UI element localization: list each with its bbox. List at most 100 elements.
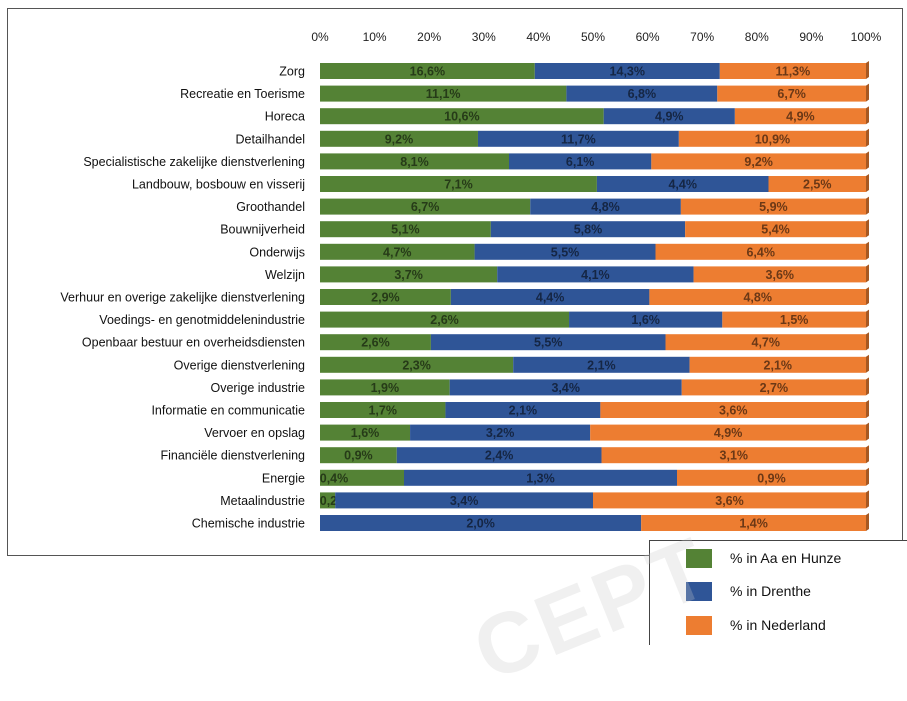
bar-segment (477, 130, 679, 147)
x-tick-label: 100% (851, 30, 882, 44)
data-label: 11,7% (561, 132, 596, 146)
bar-segment (335, 492, 593, 509)
bar-segment (534, 63, 720, 79)
data-label: 5,5% (551, 245, 580, 259)
bar-edge (866, 174, 869, 192)
data-label: 4,7% (383, 245, 412, 259)
data-label: 0,4% (320, 471, 349, 485)
data-label: 4,4% (536, 291, 565, 305)
bar-edge (866, 83, 869, 102)
category-label: Specialistische zakelijke dienstverlenin… (83, 155, 305, 169)
data-label: 0,9% (757, 471, 786, 485)
bar-segment (320, 424, 411, 441)
data-label: 1,6% (631, 313, 660, 327)
bar-segment (320, 289, 451, 305)
bar-segment (600, 402, 866, 418)
bar-segment (320, 153, 509, 170)
stacked-bar-chart: 0% 10% 20% 30% 40% 50% 60% 70% 80% 90% 100% Zorg 16,… (60, 30, 882, 531)
category-label: Metaalindustrie (220, 494, 305, 508)
category-label: Financiële dienstverlening (160, 449, 305, 463)
legend: % in Aa en Hunze % in Drenthe % in Neder… (649, 540, 907, 645)
data-label: 2,1% (764, 358, 793, 372)
data-label: 3,4% (551, 381, 580, 395)
data-label: 6,7% (411, 200, 440, 214)
bar-edge (866, 241, 869, 260)
data-label: 2,1% (509, 404, 538, 418)
data-label: 3,6% (719, 404, 748, 418)
bar-segment (569, 311, 723, 328)
x-tick-label: 40% (526, 30, 550, 44)
category-label: Overige industrie (211, 381, 306, 395)
data-label: 3,6% (715, 494, 744, 508)
data-label: 10,9% (755, 132, 790, 146)
data-label: 3,7% (394, 268, 423, 282)
category-label: Energie (262, 471, 305, 485)
bar-segment (320, 515, 642, 531)
bar-segment (445, 402, 601, 418)
bar-segment (320, 492, 336, 509)
legend-label-aa-en-hunze: % in Aa en Hunze (730, 550, 842, 566)
bar-segment (320, 402, 446, 418)
bar-segment (404, 469, 677, 486)
bar-edge (866, 151, 869, 170)
legend-swatch-drenthe (686, 581, 712, 601)
category-label: Horeca (265, 110, 305, 124)
data-label: 4,1% (581, 268, 610, 282)
bar-segment (320, 356, 514, 373)
category-label: Detailhandel (236, 132, 306, 146)
category-label: Zorg (279, 65, 305, 79)
data-label: 1,6% (351, 426, 380, 440)
data-label: 2,0% (466, 517, 495, 531)
bar-segment (320, 63, 535, 79)
bar-segment (678, 130, 866, 147)
data-label: 4,8% (743, 291, 772, 305)
data-label: 5,8% (574, 223, 603, 237)
data-label: 1,7% (368, 404, 397, 418)
data-label: 2,6% (361, 336, 390, 350)
bar-segment (685, 221, 866, 238)
data-label: 14,3% (610, 65, 645, 79)
bar-segment (603, 108, 735, 125)
bar-segment (655, 243, 866, 260)
data-label: 3,4% (450, 494, 479, 508)
data-label: 1,3% (526, 471, 555, 485)
data-label: 0,9% (344, 449, 373, 463)
bar-segment (665, 334, 866, 351)
data-label: 2,9% (371, 291, 400, 305)
bar-segment (596, 176, 769, 192)
bar-segment (320, 221, 491, 238)
data-label: 4,8% (591, 200, 620, 214)
bar-segment (450, 289, 650, 305)
bar-segment (396, 447, 602, 464)
bar-edge (866, 61, 869, 79)
data-label: 16,6% (410, 65, 445, 79)
data-label: 3,2% (486, 426, 515, 440)
bar-edge (866, 490, 869, 509)
bar-segment (530, 198, 681, 215)
data-label: 11,1% (426, 87, 461, 101)
category-label: Vervoer en opslag (204, 426, 305, 440)
bar-edge (866, 309, 869, 328)
legend-swatch-nederland (686, 615, 712, 635)
data-label: 5,1% (391, 223, 420, 237)
bar-segment (566, 85, 718, 102)
data-label: 11,3% (776, 65, 811, 79)
bar-edge (866, 106, 869, 125)
x-tick-label: 60% (636, 30, 660, 44)
bar-segment (717, 85, 866, 102)
bar-edge (866, 400, 869, 418)
data-label: 2,3% (402, 358, 431, 372)
bar-segment (680, 198, 866, 215)
bar-segment (681, 379, 866, 396)
bar-segment (490, 221, 686, 238)
data-label: 8,1% (400, 155, 429, 169)
legend-label-nederland: % in Nederland (730, 617, 826, 633)
data-label: 1,9% (371, 381, 400, 395)
x-tick-label: 90% (799, 30, 823, 44)
bar-segment (320, 311, 570, 328)
data-label: 4,7% (752, 336, 781, 350)
bar-edge (866, 445, 869, 464)
bar-segment (722, 311, 866, 328)
data-label: 4,9% (655, 110, 684, 124)
category-label: Recreatie en Toerisme (180, 87, 305, 101)
